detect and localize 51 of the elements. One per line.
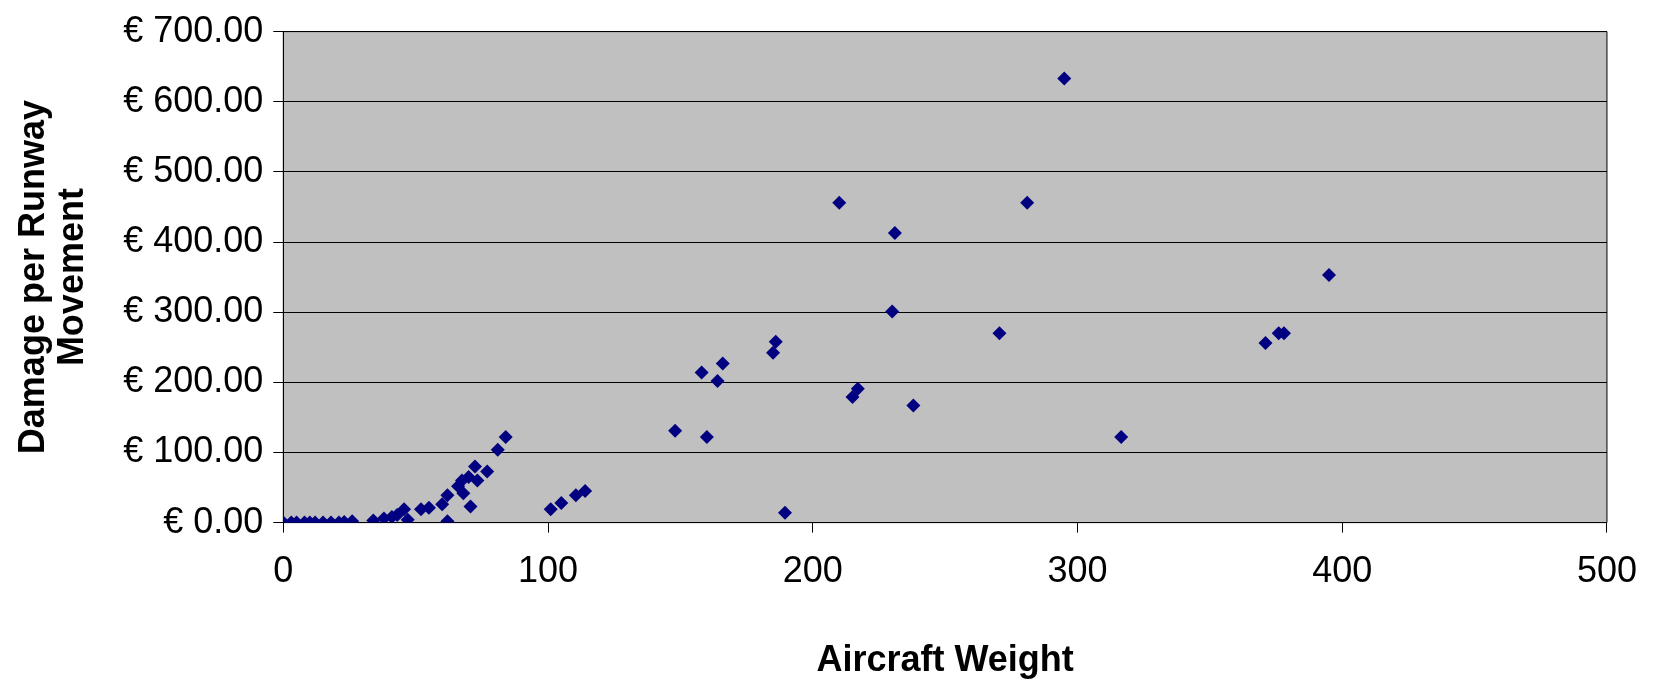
x-tick-label: 400 (1312, 549, 1373, 591)
point (887, 225, 902, 240)
point (850, 381, 865, 396)
point (710, 373, 725, 388)
point (463, 499, 478, 514)
point (832, 195, 847, 210)
y-tick-label: € 500.00 (123, 148, 264, 190)
point (699, 430, 714, 445)
point (435, 497, 450, 512)
point (1322, 268, 1336, 282)
point (694, 365, 709, 380)
point (490, 442, 505, 457)
point (543, 502, 558, 517)
point (715, 356, 730, 371)
y-tick-label: € 200.00 (123, 359, 264, 401)
point (480, 464, 495, 479)
point (766, 345, 781, 360)
point (906, 398, 921, 413)
point (461, 470, 476, 485)
x-axis-title: Aircraft Weight (816, 638, 1074, 680)
point (768, 334, 783, 349)
x-tick-label: 0 (273, 549, 294, 591)
point (468, 459, 482, 474)
x-tick-label: 100 (518, 549, 579, 591)
y-axis-title: Damage per Runway Movement (10, 100, 92, 455)
y-tick-label: € 700.00 (123, 8, 264, 50)
y-tick-label: € 100.00 (123, 429, 264, 471)
y-tick-label: € 400.00 (123, 218, 264, 260)
point (668, 423, 683, 438)
y-tick-label: € 600.00 (123, 78, 264, 120)
point (578, 484, 593, 499)
x-tick-label: 500 (1576, 549, 1638, 591)
point (1258, 336, 1273, 351)
y-tick-label: € 0.00 (163, 499, 264, 541)
point (440, 488, 455, 503)
point (1057, 71, 1072, 86)
point (1114, 430, 1129, 445)
point (568, 488, 583, 503)
point (1020, 195, 1035, 210)
point (554, 495, 569, 510)
y-tick-label: € 300.00 (123, 289, 264, 331)
point (397, 502, 412, 517)
x-tick-label: 200 (782, 549, 843, 591)
point (845, 390, 860, 405)
point (992, 326, 1007, 341)
point (470, 473, 485, 488)
point (777, 505, 792, 520)
x-tick-label: 300 (1047, 549, 1108, 591)
point (498, 430, 513, 445)
point (456, 486, 471, 501)
point (885, 304, 900, 319)
